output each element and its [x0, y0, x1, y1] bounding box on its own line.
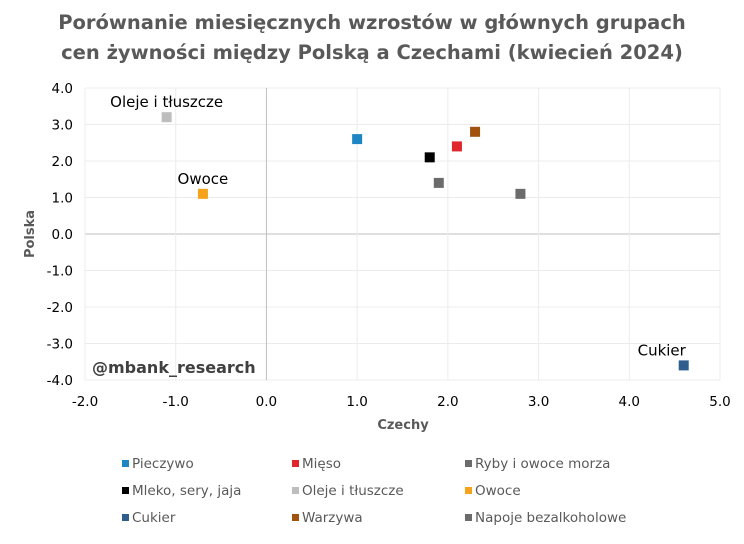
- legend-swatch: [122, 514, 129, 521]
- data-point-pieczywo: [352, 134, 363, 145]
- legend-label: Oleje i tłuszcze: [302, 483, 404, 499]
- data-label: Owoce: [178, 170, 229, 188]
- y-tick-label: -3.0: [47, 337, 73, 353]
- legend-label: Cukier: [132, 510, 176, 526]
- data-label: Oleje i tłuszcze: [110, 93, 223, 111]
- chart-title-line-1: Porównanie miesięcznych wzrostów w główn…: [58, 11, 686, 34]
- x-tick-label: 5.0: [709, 394, 730, 410]
- data-point-owoce: [197, 188, 208, 199]
- data-point-warzywa: [470, 126, 481, 137]
- data-point-mleko-sery-jaja: [424, 152, 435, 163]
- legend-swatch: [292, 460, 299, 467]
- x-tick-label: 2.0: [437, 394, 458, 410]
- data-point-oleje-i-tłuszcze: [161, 112, 172, 123]
- x-tick-label: -1.0: [163, 394, 189, 410]
- y-tick-label: 3.0: [52, 118, 73, 134]
- legend-swatch: [122, 460, 129, 467]
- legend-label: Napoje bezalkoholowe: [475, 510, 626, 526]
- x-tick-label: -2.0: [72, 394, 98, 410]
- x-tick-label: 1.0: [346, 394, 367, 410]
- legend-swatch: [122, 487, 129, 494]
- y-axis-label: Polska: [23, 210, 38, 258]
- y-tick-label: 2.0: [52, 154, 73, 170]
- x-tick-label: 4.0: [619, 394, 640, 410]
- legend-label: Mleko, sery, jaja: [132, 483, 241, 499]
- legend-swatch: [465, 514, 472, 521]
- data-label: Cukier: [638, 341, 687, 359]
- x-axis-label: Czechy: [377, 418, 429, 433]
- legend-swatch: [465, 460, 472, 467]
- data-point-napoje-bezalkoholowe: [515, 188, 526, 199]
- x-tick-label: 3.0: [528, 394, 549, 410]
- y-tick-label: 1.0: [52, 191, 73, 207]
- legend-label: Ryby i owoce morza: [475, 456, 610, 472]
- y-tick-label: 0.0: [52, 227, 73, 243]
- legend-swatch: [292, 487, 299, 494]
- legend-swatch: [292, 514, 299, 521]
- y-tick-label: -4.0: [47, 373, 73, 389]
- legend-label: Mięso: [302, 456, 341, 472]
- data-point-mięso: [451, 141, 462, 152]
- y-tick-label: -2.0: [47, 300, 73, 316]
- legend-swatch: [465, 487, 472, 494]
- legend-label: Owoce: [475, 483, 521, 499]
- legend-label: Warzywa: [302, 510, 363, 526]
- chart-title-line-2: cen żywności między Polską a Czechami (k…: [61, 41, 683, 64]
- watermark: @mbank_research: [92, 358, 256, 377]
- y-tick-label: 4.0: [52, 81, 73, 97]
- legend-label: Pieczywo: [132, 456, 194, 472]
- x-tick-label: 0.0: [256, 394, 277, 410]
- y-tick-label: -1.0: [47, 264, 73, 280]
- data-point-ryby-i-owoce-morza: [433, 177, 444, 188]
- data-point-cukier: [678, 360, 689, 371]
